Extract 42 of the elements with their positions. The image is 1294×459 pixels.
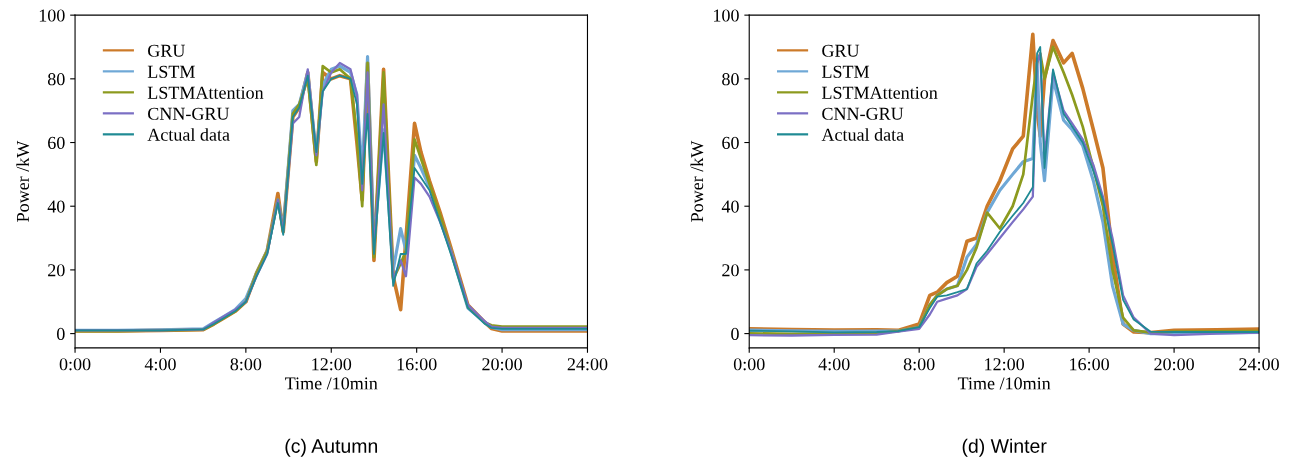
y-tick-label: 80 — [722, 73, 739, 86]
text: (d) Winter — [962, 438, 1047, 457]
x-tick-label: 8:00 — [903, 358, 935, 371]
y-tick-label: 60 — [722, 136, 739, 149]
y-tick-label: 100 — [714, 9, 739, 22]
y-tick-label: 60 — [48, 136, 65, 149]
x-tick-label: 20:00 — [1154, 358, 1194, 371]
legend-label: CNN-GRU — [822, 107, 904, 120]
y-axis-title: Power /kW — [16, 140, 30, 222]
y-tick-label: 20 — [48, 264, 65, 277]
legend-label: Actual data — [821, 128, 904, 141]
x-tick-label: 24:00 — [1239, 358, 1279, 371]
y-tick-label: 0 — [731, 327, 739, 341]
y-tick-label: 40 — [47, 200, 65, 213]
y-axis-title: Power /kW — [690, 140, 704, 222]
y-tick-label: 80 — [47, 73, 65, 86]
x-tick-label: 0:00 — [59, 358, 91, 371]
x-tick-label: 8:00 — [230, 358, 262, 371]
legend-label: LSTM — [821, 65, 870, 78]
x-tick-label: 12:00 — [985, 358, 1025, 371]
y-tick-label: 100 — [39, 9, 65, 22]
x-tick-label: 16:00 — [1070, 358, 1109, 371]
legend-label: Actual data — [147, 128, 230, 141]
x-tick-label: 24:00 — [567, 358, 608, 371]
x-tick-label: 20:00 — [482, 358, 522, 371]
x-tick-label: 12:00 — [312, 358, 352, 371]
x-tick-label: 0:00 — [733, 358, 765, 371]
x-axis-title: Time /10min — [957, 377, 1051, 390]
x-tick-label: 4:00 — [818, 358, 850, 371]
text: (c) Autumn — [285, 438, 378, 457]
y-tick-label: 40 — [721, 200, 739, 213]
legend-label: GRU — [822, 44, 860, 57]
legend-label: LSTMAttention — [821, 86, 938, 99]
legend-label: LSTMAttention — [147, 86, 264, 99]
y-tick-label: 20 — [722, 264, 739, 277]
x-tick-label: 4:00 — [144, 358, 176, 371]
legend-label: LSTM — [147, 65, 195, 78]
legend-label: CNN-GRU — [148, 107, 230, 120]
legend-label: GRU — [148, 44, 186, 57]
x-tick-label: 16:00 — [397, 358, 437, 371]
x-axis-title: Time /10min — [285, 377, 378, 390]
y-tick-label: 0 — [56, 327, 65, 341]
